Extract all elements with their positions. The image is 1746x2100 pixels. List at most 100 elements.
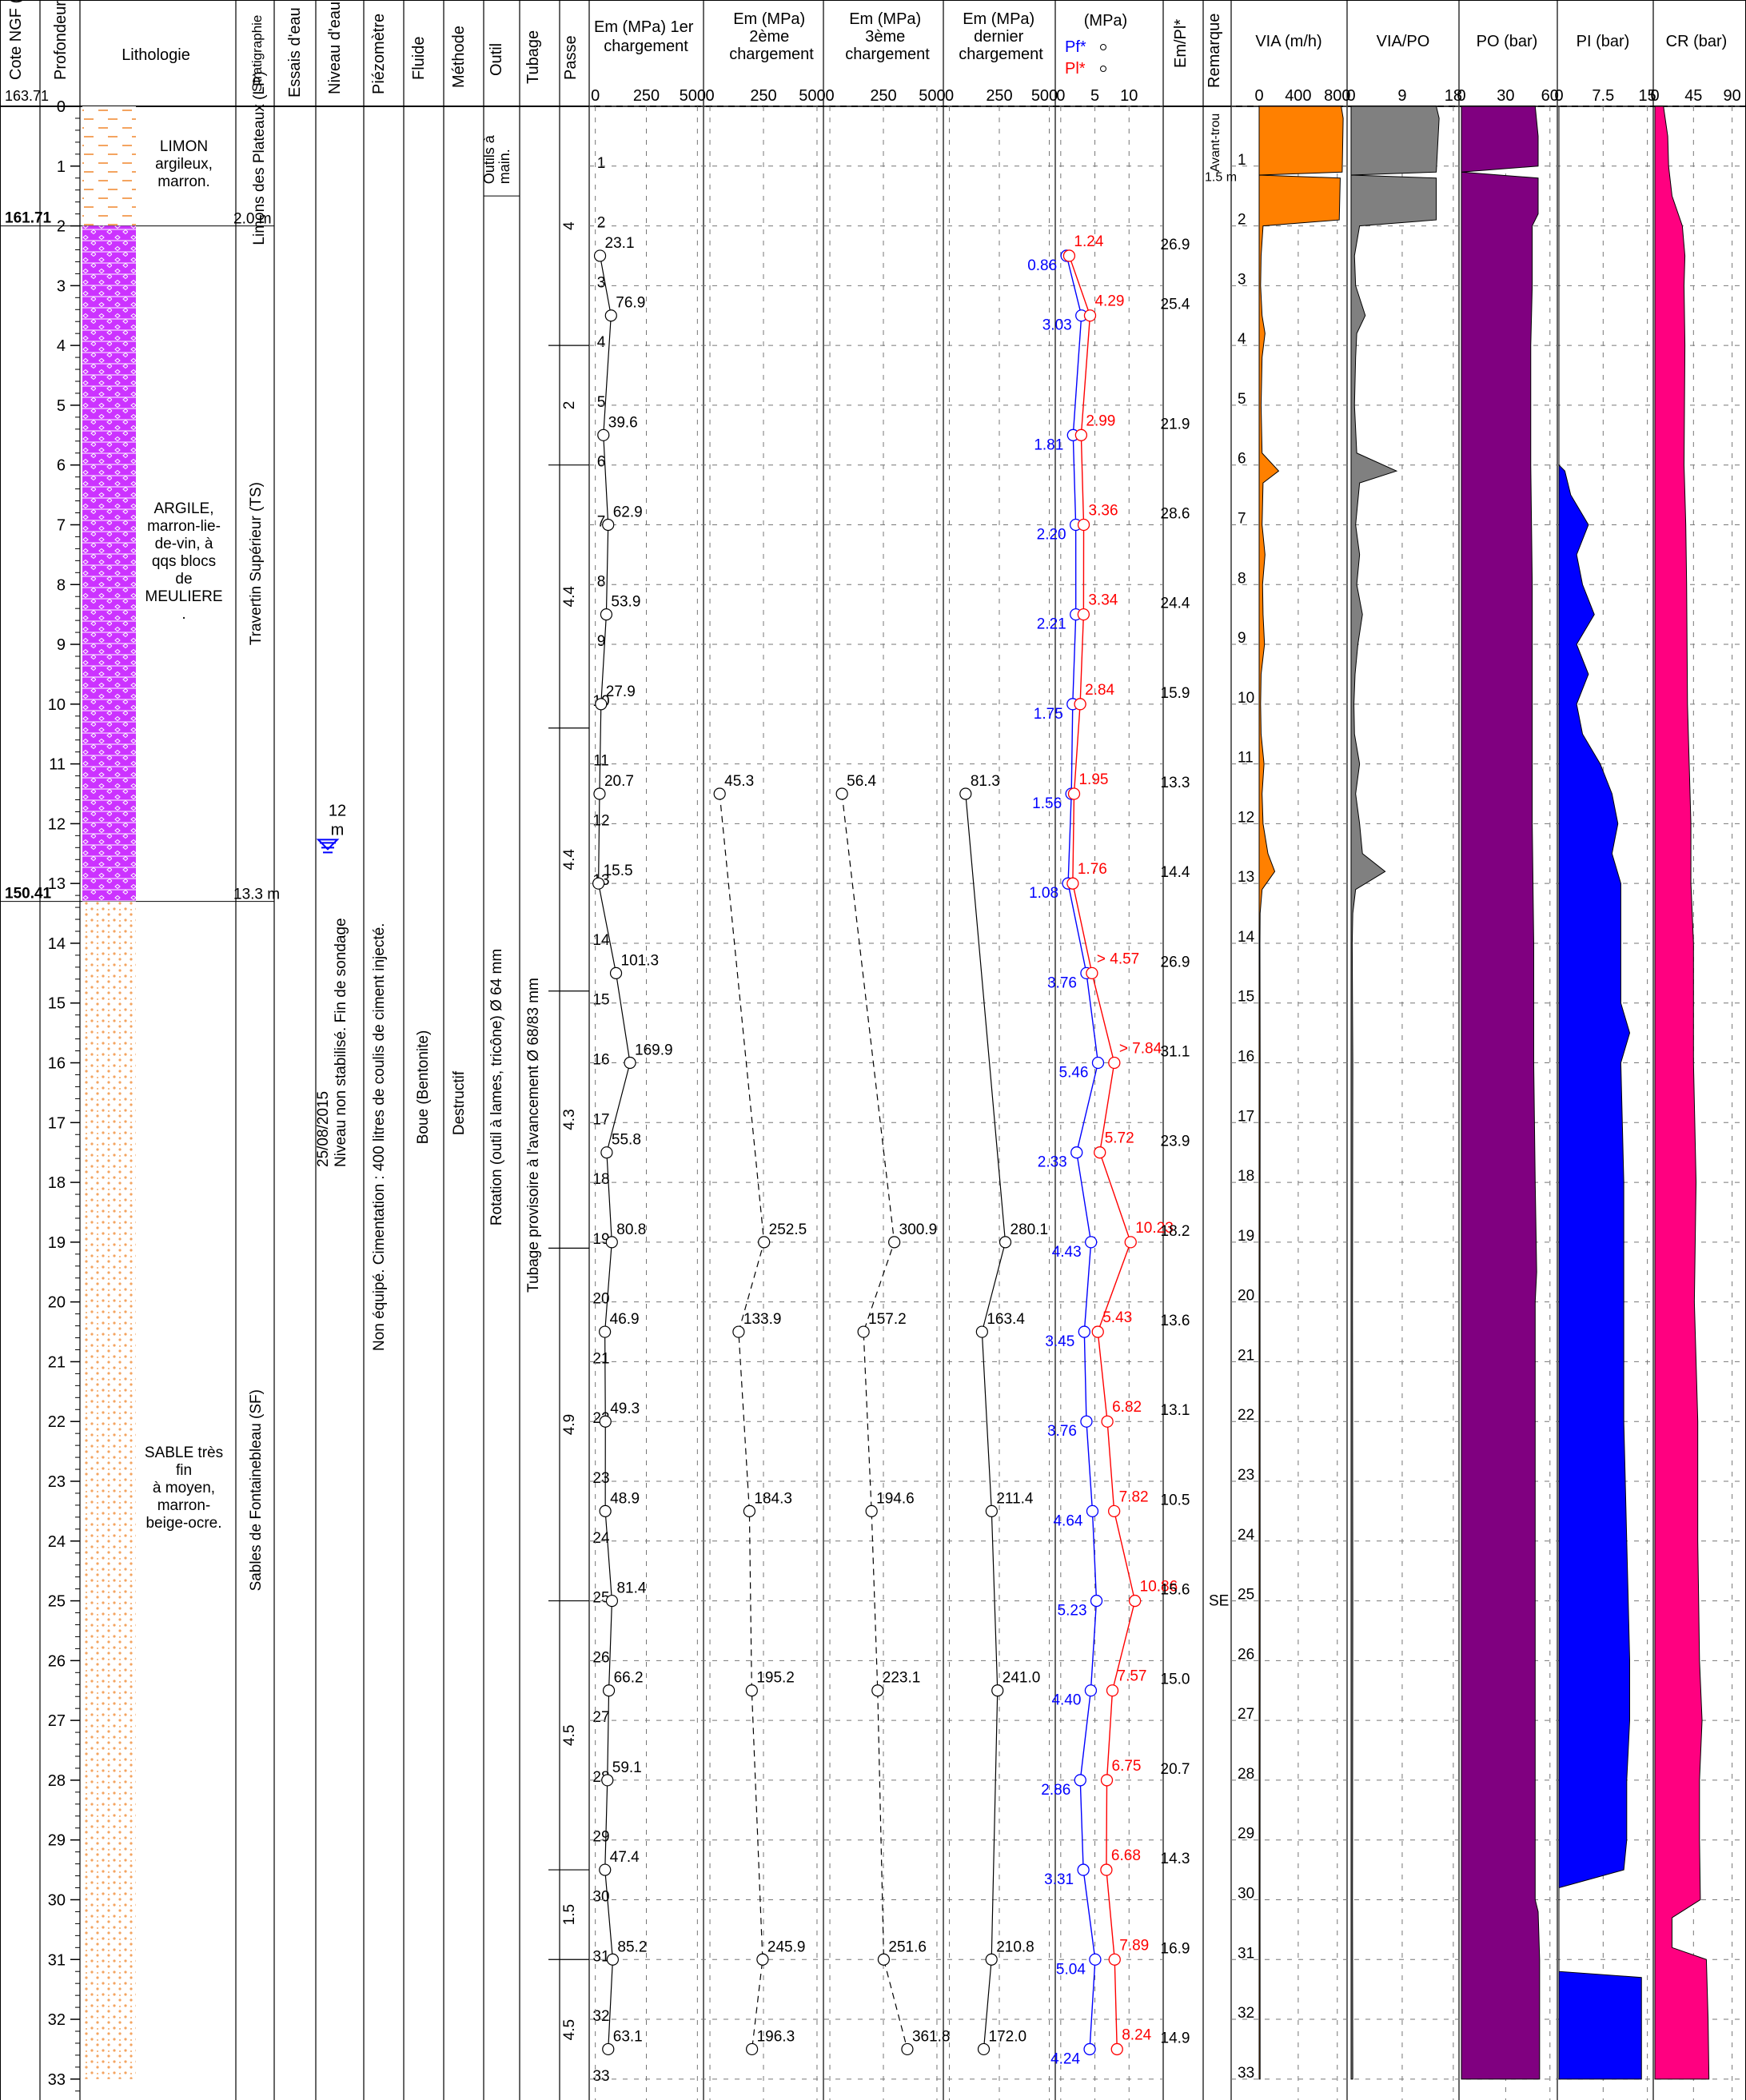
passe-depth-label: 7 — [597, 513, 606, 530]
depth-tick-label: 1 — [57, 158, 66, 176]
point-pl — [1066, 877, 1079, 890]
water-level-date: 25/08/2015 — [315, 1091, 332, 1167]
point-em2 — [758, 1236, 771, 1249]
lithology-description: marron. — [157, 173, 209, 190]
point-pl — [1062, 249, 1076, 262]
header-em2: Em (MPa) 2ème chargement — [729, 10, 814, 63]
point-em1 — [600, 1146, 613, 1159]
point-pl — [1077, 608, 1090, 621]
data-label-em1: 20.7 — [604, 773, 634, 790]
log-depth-label: 2 — [1238, 212, 1246, 229]
point-em1 — [600, 608, 613, 621]
passe-depth-label: 5 — [597, 394, 606, 411]
lithology-description: MEULIERE — [145, 588, 222, 605]
passe-depth-label: 27 — [592, 1709, 609, 1726]
log-depth-label: 6 — [1238, 451, 1246, 468]
point-emd — [959, 787, 972, 800]
point-em3 — [865, 1504, 878, 1517]
depth-tick-label: 21 — [48, 1353, 66, 1371]
point-em2 — [745, 1684, 758, 1697]
log-axis-tick-po: 60 — [1541, 87, 1559, 105]
em-pl-ratio: 28.6 — [1161, 505, 1190, 522]
passe-depth-label: 20 — [592, 1291, 609, 1308]
remark-se: SE — [1209, 1593, 1229, 1610]
log-axis-tick-via: 800 — [1324, 87, 1350, 105]
data-label-pf: 4.40 — [1051, 1692, 1081, 1709]
lithology-description: marron- — [157, 1497, 211, 1514]
log-depth-label: 24 — [1238, 1527, 1255, 1544]
header-em3-line1: Em (MPa) — [849, 10, 921, 28]
point-em1 — [605, 1236, 618, 1249]
point-pl — [1074, 428, 1088, 441]
point-pl — [1124, 1236, 1137, 1249]
passe-depth-label: 15 — [592, 992, 609, 1009]
data-label-pl: 10.23 — [1135, 1220, 1174, 1237]
lithology-description: SABLE très — [145, 1444, 223, 1461]
data-label-pf: 5.46 — [1059, 1065, 1089, 1082]
data-label-pf: 3.76 — [1047, 974, 1077, 991]
passe-length: 4.4 — [561, 586, 578, 608]
log-depth-label: 15 — [1238, 989, 1254, 1006]
passe-length: 4.5 — [561, 1725, 578, 1746]
data-label-pl: 7.89 — [1119, 1937, 1149, 1954]
data-label-pf: 5.23 — [1058, 1603, 1087, 1620]
header-profondeur: Profondeur (m) — [52, 0, 70, 80]
log-axis-tick-pi: 0 — [1554, 87, 1563, 105]
point-em1 — [609, 966, 623, 979]
depth-tick-label: 7 — [57, 516, 66, 534]
legend-pf-marker — [1100, 44, 1106, 50]
point-pl — [1108, 1953, 1121, 1966]
point-em3 — [857, 1325, 870, 1338]
point-emd — [977, 2042, 991, 2056]
header-essais: Essais d'eau — [286, 7, 304, 98]
log-depth-label: 27 — [1238, 1706, 1254, 1723]
data-label-pf: 1.75 — [1034, 706, 1063, 723]
point-em2 — [746, 2042, 759, 2056]
em-axis-tick: 500 — [680, 87, 706, 105]
point-pf — [1077, 1863, 1090, 1876]
log-depth-label: 4 — [1238, 331, 1246, 348]
log-depth-label: 31 — [1238, 1945, 1254, 1962]
data-label-pf: 5.04 — [1056, 1961, 1086, 1978]
header-mpa: (MPa) — [1084, 12, 1127, 30]
point-em3 — [835, 787, 848, 800]
series-line-em3 — [841, 793, 908, 2050]
water-level-depth: 12 — [329, 802, 346, 819]
point-pf — [1078, 1325, 1090, 1338]
lithology-description: à moyen, — [153, 1480, 215, 1496]
depth-tick-label: 5 — [57, 397, 66, 415]
passe-depth-label: 4 — [597, 334, 606, 351]
passe-depth-label: 25 — [592, 1590, 609, 1607]
data-label-pf: 4.64 — [1053, 1512, 1082, 1529]
point-em1 — [606, 1953, 620, 1966]
legend-pl-label: Pl* — [1065, 60, 1086, 78]
passe-depth-label: 33 — [592, 2068, 609, 2085]
point-em1 — [624, 1056, 636, 1070]
point-em1 — [602, 518, 615, 532]
point-em1 — [599, 1863, 612, 1876]
point-pf — [1074, 1774, 1086, 1787]
log-axis-tick-cr: 45 — [1684, 87, 1702, 105]
point-pl — [1108, 1056, 1121, 1070]
header-tubage: Tubage — [524, 30, 542, 84]
lithology-description: ARGILE, — [154, 500, 214, 517]
log-depth-label: 12 — [1238, 809, 1254, 826]
mpa-axis-tick: 0 — [1056, 87, 1065, 105]
log-depth-label: 5 — [1238, 391, 1246, 408]
cote-top-label: 163.71 — [5, 88, 49, 104]
log-depth-label: 13 — [1238, 869, 1254, 886]
log-depth-label: 19 — [1238, 1228, 1254, 1245]
water-level-icon — [316, 839, 340, 851]
point-em2 — [743, 1504, 756, 1517]
point-emd — [991, 1684, 1004, 1697]
data-label-em1: 101.3 — [621, 952, 660, 969]
lithology-pattern-argile — [82, 225, 136, 902]
depth-tick-label: 12 — [48, 815, 66, 833]
data-label-em1: 66.2 — [614, 1670, 644, 1687]
depth-tick-label: 17 — [48, 1114, 66, 1132]
header-em1: Em (MPa) 1er chargement — [594, 18, 698, 55]
data-label-pf: 4.24 — [1050, 2050, 1080, 2067]
data-label-em2: 252.5 — [769, 1221, 807, 1238]
data-label-pl: 3.34 — [1088, 592, 1118, 609]
